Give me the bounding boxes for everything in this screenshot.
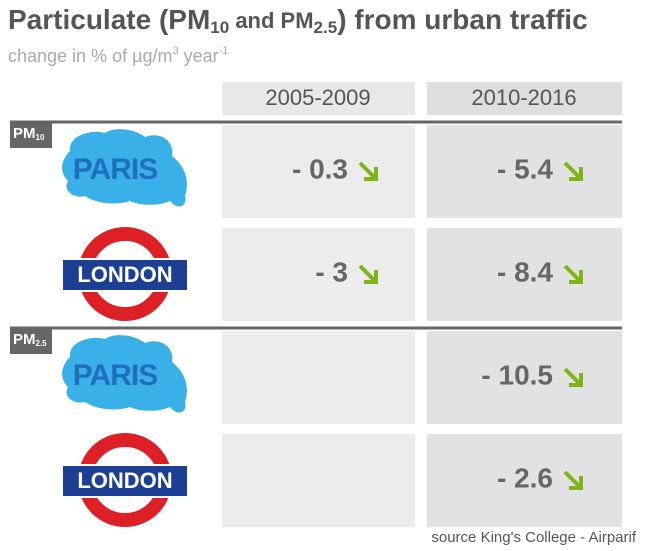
roundel-bar <box>61 464 189 498</box>
section-label: PM2.5 <box>13 331 47 348</box>
title-part: Particulate (PM <box>8 4 210 35</box>
city-label: LONDON <box>77 468 172 493</box>
subtitle-sup: -1 <box>219 45 229 57</box>
subtitle-sup: 3 <box>172 45 178 57</box>
city-label: LONDON <box>77 262 172 287</box>
paris-logo: PARIS <box>62 129 187 207</box>
cell-bg <box>222 228 415 321</box>
section-label: PM10 <box>13 125 45 142</box>
down-arrow <box>563 470 583 490</box>
section-label-part: PM <box>13 331 36 348</box>
cell-bg <box>222 434 415 527</box>
cell-bg <box>222 331 415 424</box>
cell-value: - 10.5 <box>481 359 553 390</box>
section-label-sub: 10 <box>36 133 45 142</box>
down-arrow <box>358 161 378 181</box>
column-header: 2005-2009 <box>265 85 370 110</box>
cell-value: - 3 <box>315 256 348 287</box>
cell-bg <box>427 125 622 218</box>
paris-shape <box>62 335 187 413</box>
down-arrow <box>563 367 583 387</box>
paris-logo: PARIS <box>62 335 187 413</box>
title-sub: 2.5 <box>314 18 338 37</box>
cell-value: - 2.6 <box>497 462 553 493</box>
section-label-sub: 2.5 <box>36 339 48 348</box>
title-part: and PM <box>229 8 313 33</box>
down-arrow <box>563 264 583 284</box>
subtitle: change in % of µg/m3 year-1 <box>8 45 228 66</box>
title: Particulate (PM10 and PM2.5) from urban … <box>8 4 588 37</box>
cell-value: - 0.3 <box>292 153 348 184</box>
column-header-bg <box>427 82 622 115</box>
down-arrow <box>358 264 378 284</box>
cell-value: - 5.4 <box>497 153 553 184</box>
source: source King's College - Airparif <box>431 529 636 546</box>
title-sub: 10 <box>210 18 229 37</box>
section-label-bg <box>10 122 52 148</box>
cell-bg <box>427 434 622 527</box>
section-label-part: PM <box>13 125 36 142</box>
cell-bg <box>427 228 622 321</box>
paris-shape <box>62 129 187 207</box>
cell-value: - 8.4 <box>497 256 553 287</box>
city-label: PARIS <box>73 153 157 186</box>
cell-bg <box>222 125 415 218</box>
title-part: ) from urban traffic <box>337 4 587 35</box>
section-label-bg <box>10 328 52 354</box>
subtitle-part: year <box>179 46 219 66</box>
roundel-bar <box>61 258 189 292</box>
column-header: 2010-2016 <box>471 85 576 110</box>
subtitle-part: change in % of µg/m <box>8 46 172 66</box>
column-header-bg <box>222 82 415 115</box>
down-arrow <box>563 161 583 181</box>
city-label: PARIS <box>73 359 157 392</box>
cell-bg <box>427 331 622 424</box>
